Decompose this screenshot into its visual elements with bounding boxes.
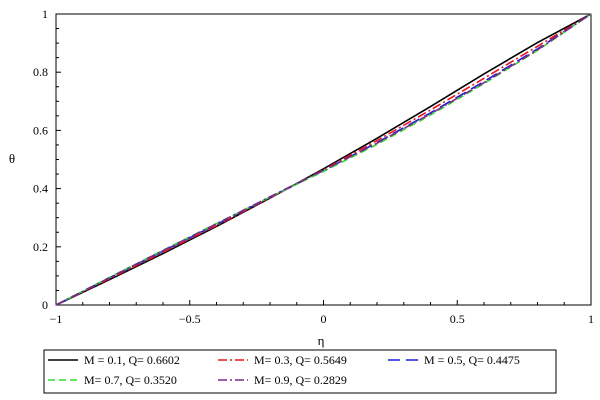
x-tick-label: −0.5 (179, 312, 201, 326)
y-tick-label: 0 (42, 298, 48, 312)
series-line-1 (55, 13, 592, 306)
legend-label-5: M= 0.9, Q= 0.2829 (254, 373, 347, 387)
legend: M = 0.1, Q= 0.6602 M= 0.3, Q= 0.5649 M = 0… (43, 349, 557, 394)
legend-label-3: M = 0.5, Q= 0.4475 (424, 353, 520, 367)
legend-items: M = 0.1, Q= 0.6602 M= 0.3, Q= 0.5649 M = 0… (48, 353, 520, 387)
y-tick-label: 0.8 (33, 65, 48, 79)
x-tick-label: 0 (321, 312, 327, 326)
x-tick-labels: −1 −0.5 0 0.5 1 (50, 312, 594, 326)
series-lines (55, 13, 592, 306)
legend-label-2: M= 0.3, Q= 0.5649 (254, 353, 347, 367)
legend-box (43, 349, 557, 394)
y-tick-label: 0.4 (33, 182, 48, 196)
legend-label-4: M= 0.7, Q= 0.3520 (84, 373, 177, 387)
legend-label-1: M = 0.1, Q= 0.6602 (84, 353, 180, 367)
y-tick-label: 0.2 (33, 240, 48, 254)
x-tick-label: −1 (50, 312, 63, 326)
x-axis-label: η (318, 333, 325, 348)
y-axis-label: θ (9, 151, 15, 166)
y-tick-label: 0.6 (33, 123, 48, 137)
x-tick-label: 0.5 (450, 312, 465, 326)
axis-ticks (55, 13, 592, 306)
series-line-4 (55, 13, 592, 306)
x-tick-label: 1 (588, 312, 594, 326)
y-tick-label: 1 (42, 7, 48, 21)
y-tick-labels: 0 0.2 0.4 0.6 0.8 1 (33, 7, 48, 312)
series-line-2 (55, 13, 592, 306)
